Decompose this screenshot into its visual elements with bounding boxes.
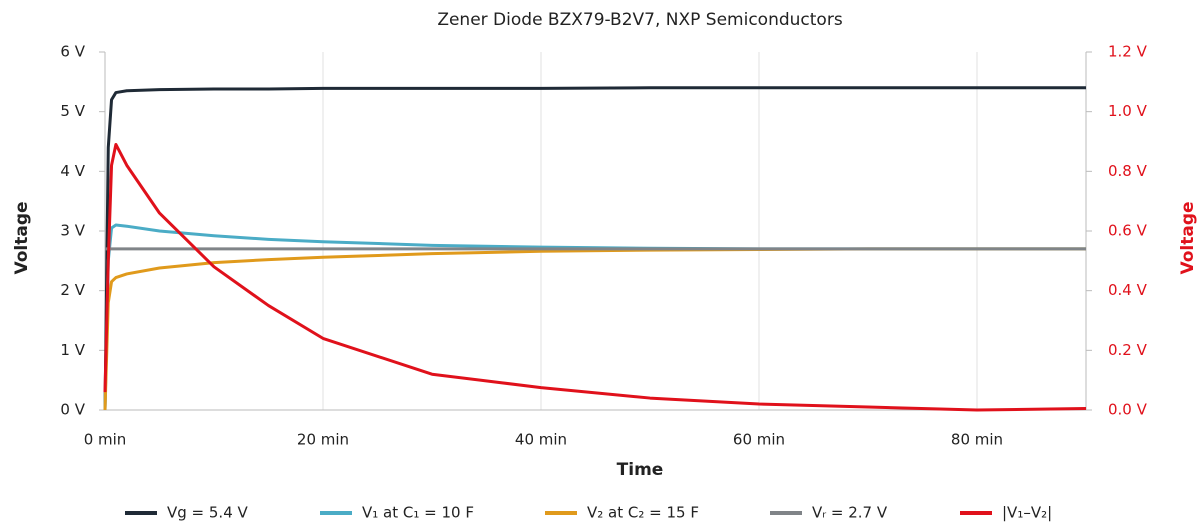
legend-label: V₁ at C₁ = 10 F bbox=[362, 504, 474, 522]
x-axis-label: Time bbox=[617, 460, 664, 480]
y2-tick-label: 0.6 V bbox=[1108, 222, 1148, 240]
y2-tick-label: 0.0 V bbox=[1108, 401, 1148, 419]
y-axis-label: Voltage bbox=[12, 201, 32, 274]
legend-label: |V₁–V₂| bbox=[1002, 504, 1052, 522]
y2-tick-label: 0.8 V bbox=[1108, 162, 1148, 180]
y-tick-label: 5 V bbox=[60, 102, 85, 120]
y-tick-label: 2 V bbox=[60, 281, 85, 299]
y2-tick-label: 1.0 V bbox=[1108, 102, 1148, 120]
legend-label: Vg = 5.4 V bbox=[167, 504, 249, 522]
series-line bbox=[103, 142, 1087, 412]
x-tick-label: 40 min bbox=[515, 431, 567, 449]
x-tick-label: 0 min bbox=[84, 431, 127, 449]
y-tick-label: 6 V bbox=[60, 43, 85, 61]
y2-tick-label: 0.2 V bbox=[1108, 341, 1148, 359]
x-tick-label: 80 min bbox=[951, 431, 1003, 449]
chart-title: Zener Diode BZX79-B2V7, NXP Semiconducto… bbox=[437, 10, 842, 30]
y-tick-label: 3 V bbox=[60, 222, 85, 240]
series-line bbox=[103, 86, 1086, 411]
y2-tick-label: 0.4 V bbox=[1108, 281, 1148, 299]
y-tick-label: 0 V bbox=[60, 401, 85, 419]
legend-label: Vᵣ = 2.7 V bbox=[812, 504, 888, 522]
y-tick-label: 1 V bbox=[60, 341, 85, 359]
x-tick-label: 20 min bbox=[297, 431, 349, 449]
y-tick-label: 4 V bbox=[60, 162, 85, 180]
x-tick-label: 60 min bbox=[733, 431, 785, 449]
series-line bbox=[103, 223, 1086, 411]
y2-tick-label: 1.2 V bbox=[1108, 43, 1148, 61]
series-line bbox=[103, 247, 1086, 411]
y2-axis-label: Voltage bbox=[1178, 201, 1198, 274]
legend-label: V₂ at C₂ = 15 F bbox=[587, 504, 699, 522]
